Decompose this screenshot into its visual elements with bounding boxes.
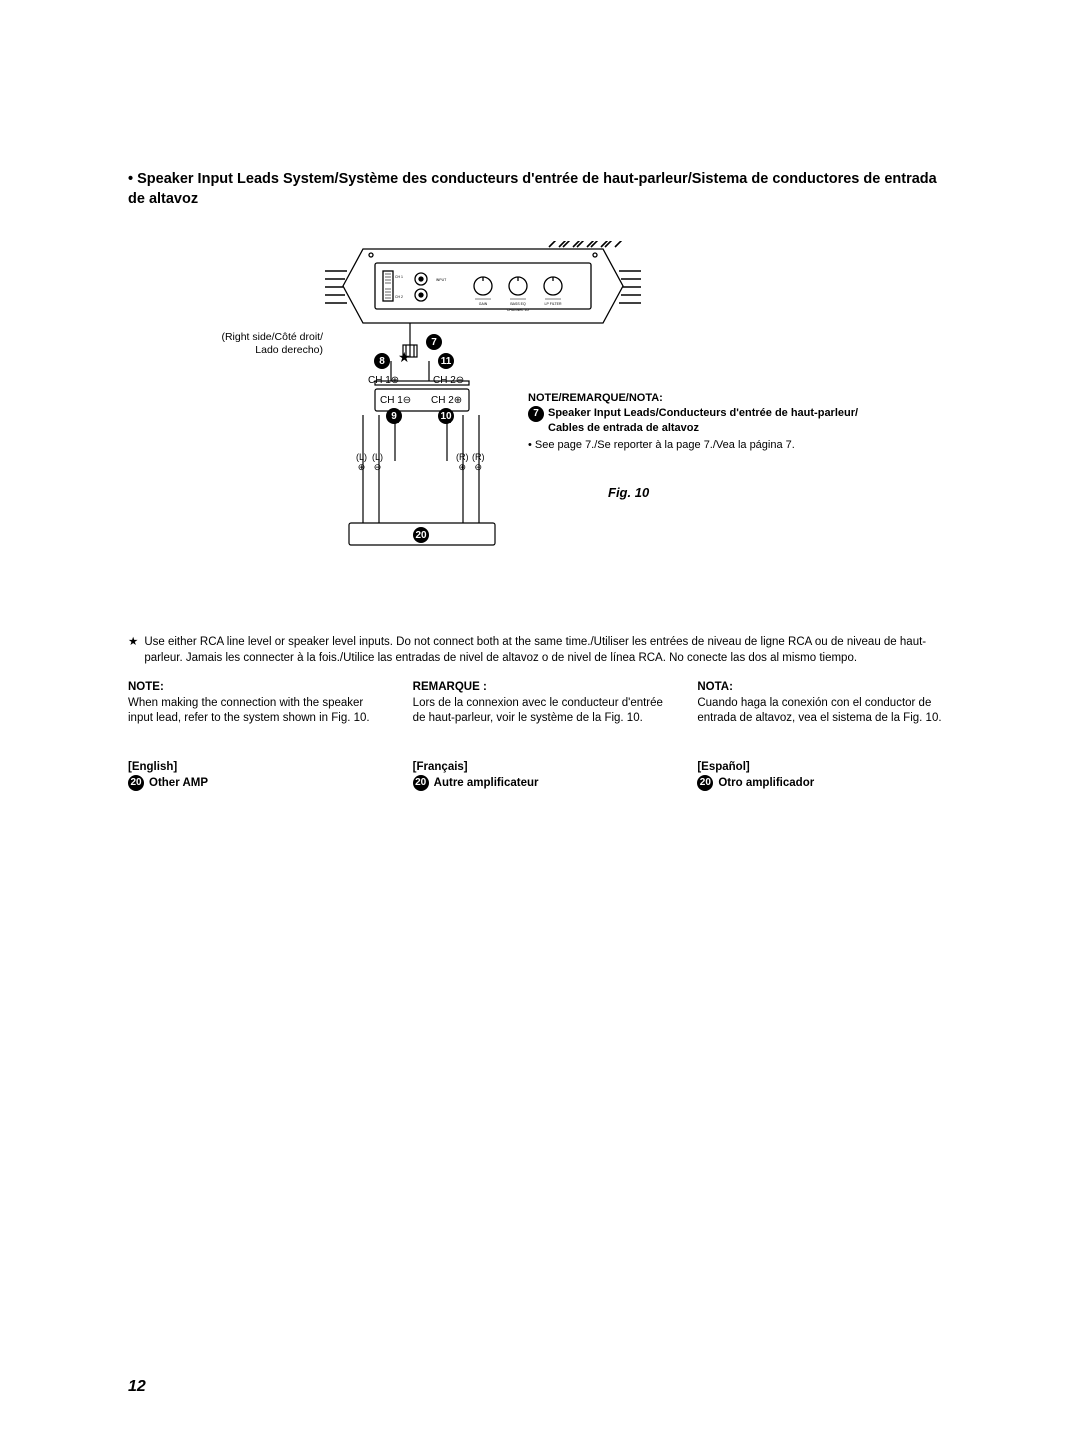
lang-col-fr: [Français] 20 Autre amplificateur xyxy=(413,761,668,791)
note-columns: NOTE: When making the connection with th… xyxy=(128,680,952,727)
note-es-header: NOTA: xyxy=(697,680,952,696)
ch2-minus-label: CH 2⊖ xyxy=(433,375,464,386)
svg-text:CH 2: CH 2 xyxy=(395,295,403,299)
note-leads: Speaker Input Leads/Conducteurs d'entrée… xyxy=(548,406,858,436)
badge-9: 9 xyxy=(386,408,402,424)
note-col-fr: REMARQUE : Lors de la connexion avec le … xyxy=(413,680,668,727)
note-col-es: NOTA: Cuando haga la conexión con el con… xyxy=(697,680,952,727)
lang-en-label: [English] xyxy=(128,761,383,773)
lang-en-text: Other AMP xyxy=(149,777,208,789)
lang-es-badge: 20 xyxy=(697,775,713,791)
badge-20: 20 xyxy=(413,527,429,543)
note-header: NOTE/REMARQUE/NOTA: xyxy=(528,391,878,406)
lang-fr-label: [Français] xyxy=(413,761,668,773)
language-columns: [English] 20 Other AMP [Français] 20 Aut… xyxy=(128,761,952,791)
r-plus-label: (R) ⊕ xyxy=(456,452,469,473)
lang-fr-badge: 20 xyxy=(413,775,429,791)
ch1-plus-label: CH 1⊕ xyxy=(368,375,399,386)
lang-es-label: [Español] xyxy=(697,761,952,773)
page-content: • Speaker Input Leads System/Système des… xyxy=(128,170,952,791)
r-minus-label: (R) ⊖ xyxy=(472,452,485,473)
page-number: 12 xyxy=(128,1378,146,1396)
note-en-body: When making the connection with the spea… xyxy=(128,696,383,727)
note-see-page: • See page 7./Se reporter à la page 7./V… xyxy=(528,438,878,453)
lang-col-en: [English] 20 Other AMP xyxy=(128,761,383,791)
l-plus-label: (L) ⊕ xyxy=(356,452,367,473)
note-col-en: NOTE: When making the connection with th… xyxy=(128,680,383,727)
ch1-minus-label: CH 1⊖ xyxy=(380,395,411,406)
note-badge-7: 7 xyxy=(528,406,544,422)
lang-es-text: Otro amplificador xyxy=(718,777,814,789)
ch2-plus-label: CH 2⊕ xyxy=(431,395,462,406)
svg-text:INPUT: INPUT xyxy=(436,278,447,282)
section-title: • Speaker Input Leads System/Système des… xyxy=(128,170,952,209)
wiring-lines xyxy=(323,323,523,553)
amplifier-illustration: INPUT GAIN BASS EQ LP FILTER CHANNEL 1/2 C… xyxy=(323,241,643,331)
star-footnote: ★ Use either RCA line level or speaker l… xyxy=(128,635,952,666)
figure-caption: Fig. 10 xyxy=(608,485,649,500)
l-minus-label: (L) ⊖ xyxy=(372,452,383,473)
diagram-note: NOTE/REMARQUE/NOTA: 7 Speaker Input Lead… xyxy=(528,391,878,452)
right-side-label: (Right side/Côté droit/ Lado derecho) xyxy=(193,331,323,357)
star-icon: ★ xyxy=(128,635,138,666)
note-en-header: NOTE: xyxy=(128,680,383,696)
svg-text:CH 1: CH 1 xyxy=(395,275,403,279)
svg-text:BASS EQ: BASS EQ xyxy=(510,302,526,306)
lang-en-badge: 20 xyxy=(128,775,144,791)
note-es-body: Cuando haga la conexión con el conductor… xyxy=(697,696,952,727)
lang-fr-text: Autre amplificateur xyxy=(434,777,539,789)
note-fr-header: REMARQUE : xyxy=(413,680,668,696)
note-fr-body: Lors de la connexion avec le conducteur … xyxy=(413,696,668,727)
svg-text:LP FILTER: LP FILTER xyxy=(545,302,562,306)
badge-10: 10 xyxy=(438,408,454,424)
star-footnote-text: Use either RCA line level or speaker lev… xyxy=(144,635,952,666)
svg-text:GAIN: GAIN xyxy=(479,302,488,306)
svg-text:CHANNEL 1/2: CHANNEL 1/2 xyxy=(507,308,529,312)
wiring-diagram: INPUT GAIN BASS EQ LP FILTER CHANNEL 1/2 C… xyxy=(128,241,952,591)
lang-col-es: [Español] 20 Otro amplificador xyxy=(697,761,952,791)
